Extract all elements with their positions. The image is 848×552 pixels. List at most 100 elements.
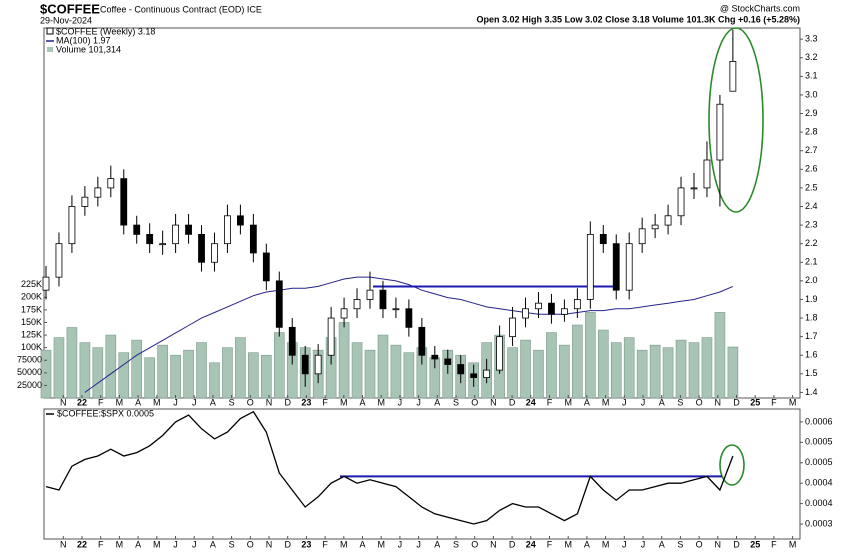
ratio-panel xyxy=(43,408,801,540)
x-tick-label: A xyxy=(584,397,590,407)
volume-bar xyxy=(105,334,117,399)
x-tick-label: J xyxy=(173,397,178,407)
volume-bar xyxy=(338,322,350,399)
date: 29-Nov-2024 xyxy=(40,15,92,25)
y-tick-label: 0.0003 xyxy=(805,518,833,528)
x-tick-label: F xyxy=(322,397,328,407)
candle-body xyxy=(366,289,374,300)
y-tick-label: 0.0005 xyxy=(805,457,833,467)
volume-bar xyxy=(261,354,272,399)
candle-body xyxy=(327,317,335,356)
x-tick-label: A xyxy=(434,397,440,407)
x-tick-label: M xyxy=(340,397,348,407)
volume-bar xyxy=(235,337,246,399)
x-tick-label: O xyxy=(696,539,703,549)
x-tick-label: F xyxy=(98,539,104,549)
x-tick-label: J xyxy=(192,397,197,407)
legend-label: $COFFEE:$SPX 0.0005 xyxy=(57,408,154,418)
y-tick-label: 3.1 xyxy=(805,71,818,81)
x-tick-label: F xyxy=(771,539,777,549)
volume-tick-label: 75000 xyxy=(17,355,42,365)
highlight-ellipse xyxy=(719,444,745,486)
x-tick-label: J xyxy=(641,539,646,549)
candle-body xyxy=(211,243,218,263)
legend-icon xyxy=(47,47,53,52)
x-tick-label: 22 xyxy=(77,539,87,549)
x-tick-label: M xyxy=(564,397,572,407)
volume-bar xyxy=(623,337,635,399)
x-tick-label: M xyxy=(789,539,797,549)
volume-bar xyxy=(662,347,674,399)
candle-body xyxy=(185,224,192,235)
volume-bar xyxy=(157,344,168,399)
volume-bar xyxy=(403,352,415,399)
x-tick-label: N xyxy=(266,397,273,407)
x-tick-label: M xyxy=(377,397,385,407)
x-tick-label: S xyxy=(677,539,683,549)
volume-tick-label: 50000 xyxy=(17,367,42,377)
credit: @ StockCharts.com xyxy=(720,3,800,13)
x-tick-label: A xyxy=(210,539,216,549)
y-tick-label: 2.2 xyxy=(805,238,818,248)
candle-body xyxy=(483,369,491,378)
volume-bar xyxy=(79,342,91,399)
volume-bar xyxy=(364,349,376,399)
candle-body xyxy=(535,302,542,310)
volume-bar xyxy=(559,344,570,399)
x-tick-label: S xyxy=(229,397,235,407)
volume-bar xyxy=(66,327,78,399)
volume-bar xyxy=(636,349,648,399)
y-tick-label: 0.0004 xyxy=(805,498,833,508)
x-tick-label: F xyxy=(547,397,553,407)
candle-body xyxy=(651,224,659,230)
volume-bar xyxy=(533,349,544,399)
x-tick-label: M xyxy=(377,539,385,549)
x-tick-label: 24 xyxy=(526,539,536,549)
candle-body xyxy=(612,243,620,291)
y-tick-label: 1.8 xyxy=(805,312,818,322)
candle-body xyxy=(561,308,568,315)
candle-body xyxy=(288,326,296,356)
candle-body xyxy=(599,233,607,245)
x-tick-label: S xyxy=(453,397,459,407)
volume-bar xyxy=(196,342,207,399)
candle-body xyxy=(729,61,737,92)
x-tick-label: A xyxy=(659,397,665,407)
x-tick-label: J xyxy=(416,397,421,407)
y-tick-label: 1.5 xyxy=(805,368,818,378)
y-tick-label: 0.0006 xyxy=(805,416,833,426)
candle-body xyxy=(664,215,672,226)
volume-bar xyxy=(351,342,363,399)
x-tick-label: O xyxy=(247,397,254,407)
ratio-line xyxy=(45,410,734,525)
x-tick-label: D xyxy=(509,397,516,407)
volume-bar xyxy=(649,344,661,399)
x-tick-label: A xyxy=(135,539,141,549)
legend-label: Volume 101,314 xyxy=(56,44,121,54)
x-tick-label: N xyxy=(715,539,722,549)
volume-bar xyxy=(273,332,285,399)
x-tick-label: O xyxy=(247,539,254,549)
candle-body xyxy=(496,336,504,371)
candle-body xyxy=(431,354,439,360)
volume-tick-label: 225K xyxy=(21,279,42,289)
x-tick-label: S xyxy=(229,539,235,549)
candle-body xyxy=(444,358,452,365)
candle-body xyxy=(690,187,698,190)
candle-body xyxy=(198,233,205,263)
candle-body xyxy=(638,228,646,245)
x-tick-label: F xyxy=(98,397,104,407)
volume-tick-label: 125K xyxy=(21,329,42,339)
x-tick-label: D xyxy=(284,539,291,549)
volume-bar xyxy=(183,349,194,399)
volume-tick-label: 25000 xyxy=(17,380,42,390)
x-tick-label: A xyxy=(135,397,141,407)
candle-body xyxy=(625,243,633,291)
x-tick-label: S xyxy=(453,539,459,549)
x-tick-label: M xyxy=(116,397,124,407)
x-tick-label: S xyxy=(677,397,683,407)
candle-body xyxy=(133,224,141,235)
candle-body xyxy=(418,326,426,356)
x-tick-label: D xyxy=(284,397,291,407)
candle-body xyxy=(120,178,128,226)
